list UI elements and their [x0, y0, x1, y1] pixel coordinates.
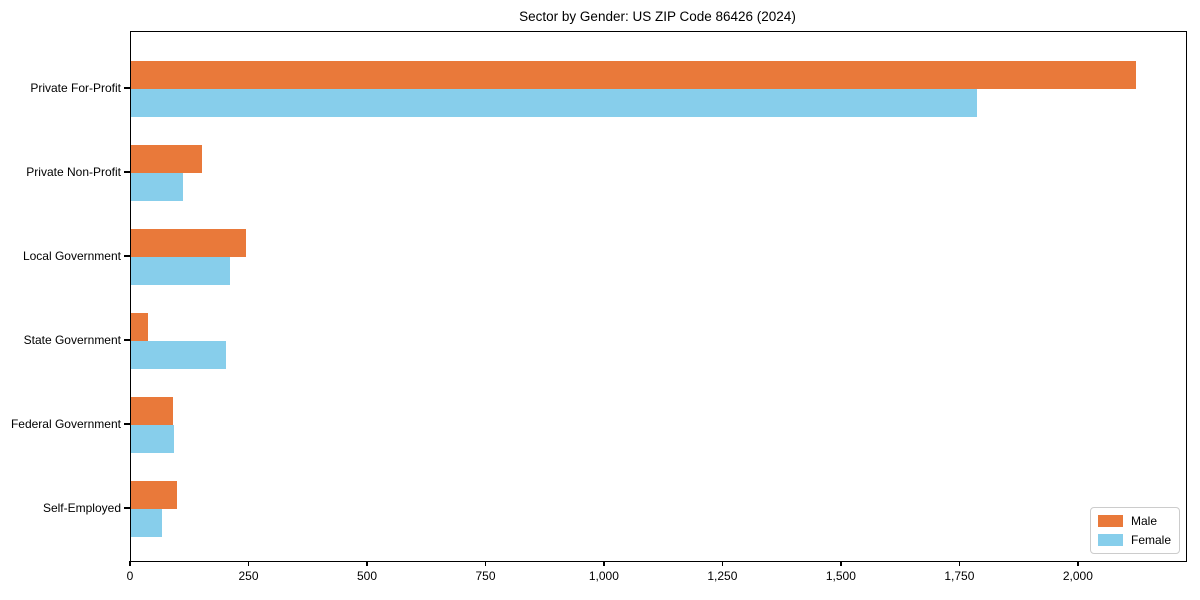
legend: Male Female — [1090, 507, 1180, 554]
x-tick-label-1-500: 1,500 — [825, 569, 856, 583]
x-tick-1-000 — [603, 561, 605, 567]
bar-male-private-for-profit — [131, 61, 1136, 89]
x-tick-label-1-250: 1,250 — [707, 569, 738, 583]
bar-male-private-non-profit — [131, 145, 203, 173]
chart-title: Sector by Gender: US ZIP Code 86426 (202… — [519, 9, 796, 24]
y-tick-self-employed — [124, 507, 130, 509]
x-tick-0 — [129, 561, 131, 567]
y-tick-private-for-profit — [124, 87, 130, 89]
bar-female-private-non-profit — [131, 173, 184, 201]
x-tick-label-250: 250 — [238, 569, 259, 583]
y-tick-label-self-employed: Self-Employed — [42, 500, 121, 515]
bar-female-local-government — [131, 257, 231, 285]
y-tick-private-non-profit — [124, 171, 130, 173]
legend-label-female: Female — [1131, 532, 1172, 547]
x-tick-label-750: 750 — [475, 569, 496, 583]
bar-male-state-government — [131, 313, 149, 341]
legend-swatch-female — [1098, 533, 1123, 546]
y-tick-state-government — [124, 339, 130, 341]
x-tick-label-1-750: 1,750 — [944, 569, 975, 583]
bar-female-self-employed — [131, 509, 162, 537]
y-tick-label-private-non-profit: Private Non-Profit — [26, 164, 121, 179]
y-tick-local-government — [124, 255, 130, 257]
bar-male-local-government — [131, 229, 247, 257]
x-tick-1-750 — [958, 561, 961, 567]
x-tick-500 — [366, 561, 368, 567]
x-tick-2-000 — [1077, 561, 1079, 567]
x-tick-250 — [247, 561, 250, 567]
legend-swatch-male — [1098, 515, 1123, 528]
x-tick-label-0: 0 — [126, 569, 134, 583]
x-tick-1-500 — [840, 561, 842, 567]
bar-male-federal-government — [131, 397, 174, 425]
bar-female-federal-government — [131, 425, 175, 453]
y-tick-label-private-for-profit: Private For-Profit — [30, 80, 121, 95]
bar-female-state-government — [131, 341, 227, 369]
plot-area — [130, 31, 1187, 562]
x-tick-1-250 — [721, 561, 724, 567]
x-tick-label-2-000: 2,000 — [1062, 569, 1093, 583]
x-tick-label-500: 500 — [356, 569, 378, 583]
x-tick-label-1-000: 1,000 — [588, 569, 619, 583]
y-tick-label-federal-government: Federal Government — [10, 416, 121, 431]
legend-item-male: Male — [1098, 514, 1172, 528]
x-tick-750 — [484, 561, 487, 567]
y-tick-label-state-government: State Government — [23, 332, 121, 347]
y-tick-label-local-government: Local Government — [22, 248, 121, 263]
legend-label-male: Male — [1131, 514, 1158, 529]
bar-female-private-for-profit — [131, 89, 977, 117]
legend-item-female: Female — [1098, 533, 1172, 547]
y-tick-federal-government — [124, 423, 130, 425]
bar-male-self-employed — [131, 481, 177, 509]
